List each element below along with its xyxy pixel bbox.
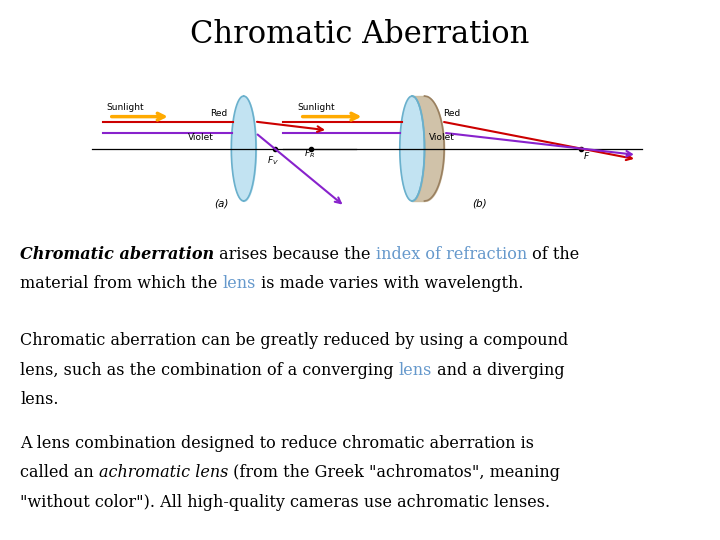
Text: A lens combination designed to reduce chromatic aberration is: A lens combination designed to reduce ch… bbox=[20, 435, 534, 451]
Text: Red: Red bbox=[443, 109, 460, 118]
Text: Sunlight: Sunlight bbox=[106, 103, 144, 112]
Text: Chromatic Aberration: Chromatic Aberration bbox=[190, 19, 530, 50]
Text: Violet: Violet bbox=[187, 133, 213, 142]
Text: and a diverging: and a diverging bbox=[432, 362, 565, 379]
Text: Chromatic aberration can be greatly reduced by using a compound: Chromatic aberration can be greatly redu… bbox=[20, 332, 568, 349]
Text: lens: lens bbox=[399, 362, 432, 379]
Text: F: F bbox=[583, 152, 588, 161]
Text: lens.: lens. bbox=[20, 392, 58, 408]
Text: (a): (a) bbox=[214, 199, 228, 208]
Text: Chromatic aberration: Chromatic aberration bbox=[20, 246, 215, 262]
Text: called an: called an bbox=[20, 464, 99, 481]
Text: $F_R$: $F_R$ bbox=[305, 148, 315, 160]
Text: (from the Greek "achromatos", meaning: (from the Greek "achromatos", meaning bbox=[228, 464, 560, 481]
Text: index of refraction: index of refraction bbox=[376, 246, 527, 262]
Text: is made varies with wavelength.: is made varies with wavelength. bbox=[256, 275, 523, 292]
Text: arises because the: arises because the bbox=[215, 246, 376, 262]
Text: Violet: Violet bbox=[429, 133, 455, 142]
Text: material from which the: material from which the bbox=[20, 275, 222, 292]
Text: (b): (b) bbox=[472, 199, 487, 208]
Text: Red: Red bbox=[210, 109, 228, 118]
Text: "without color"). All high-quality cameras use achromatic lenses.: "without color"). All high-quality camer… bbox=[20, 494, 550, 511]
Text: achromatic lens: achromatic lens bbox=[99, 464, 228, 481]
Text: lens: lens bbox=[222, 275, 256, 292]
Text: Sunlight: Sunlight bbox=[297, 103, 335, 112]
Text: lens, such as the combination of a converging: lens, such as the combination of a conve… bbox=[20, 362, 399, 379]
Text: $F_V$: $F_V$ bbox=[267, 154, 279, 167]
Text: of the: of the bbox=[527, 246, 580, 262]
